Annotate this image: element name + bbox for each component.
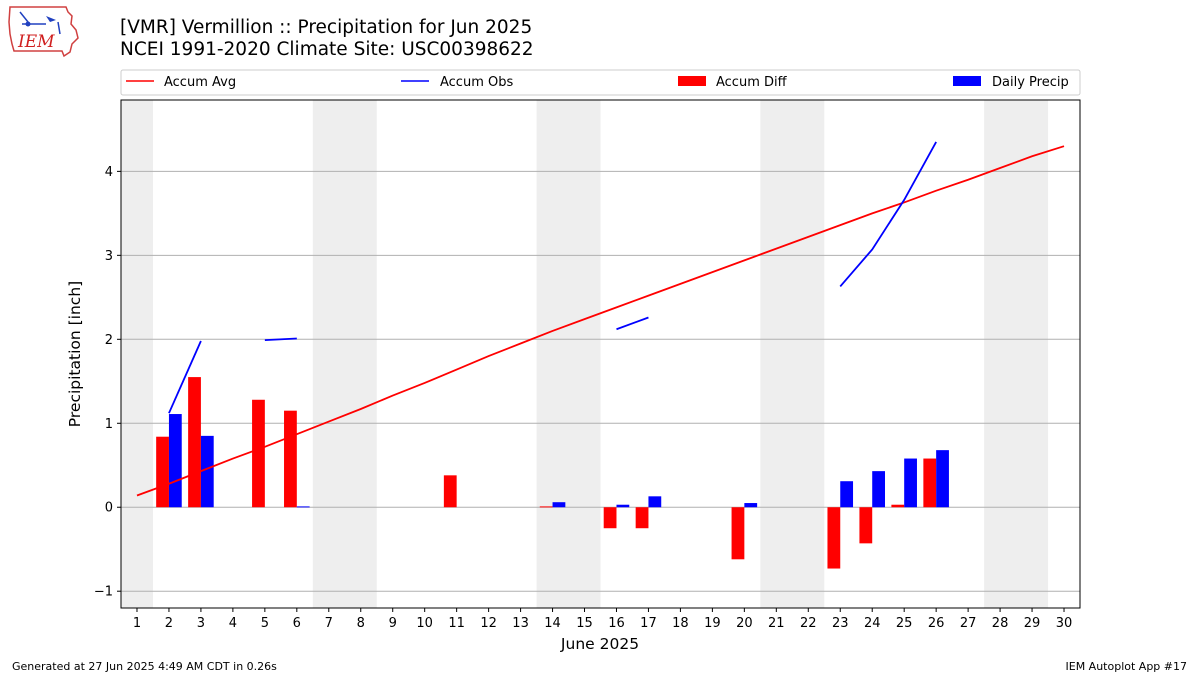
x-tick-label: 16 [608, 616, 625, 631]
x-tick-label: 4 [229, 616, 237, 631]
lines [136, 141, 1065, 497]
app-label: IEM Autoplot App #17 [1065, 660, 1188, 673]
accum-obs-line [168, 340, 202, 414]
x-tick-label: 26 [928, 616, 945, 631]
chart-title-line2: NCEI 1991-2020 Climate Site: USC00398622 [120, 39, 534, 60]
daily-precip-bar [744, 503, 758, 508]
daily-precip-bar [904, 458, 917, 508]
daily-precip-bar [552, 502, 566, 508]
daily-precip-bar [840, 481, 854, 508]
bars [156, 377, 949, 569]
legend-swatch-accum-diff [678, 76, 706, 86]
x-tick-label: 27 [960, 616, 977, 631]
x-tick-label: 12 [480, 616, 497, 631]
y-tick-label: 2 [105, 333, 113, 348]
generated-timestamp: Generated at 27 Jun 2025 4:49 AM CDT in … [12, 660, 277, 673]
weekend-shading [121, 100, 1049, 608]
svg-text:IEM: IEM [17, 32, 55, 52]
x-tick-label: 22 [800, 616, 817, 631]
x-tick-label: 3 [197, 616, 205, 631]
y-axis-label: Precipitation [inch] [66, 281, 84, 427]
legend-label-accum-avg: Accum Avg [164, 75, 236, 90]
y-tick-label: −1 [94, 585, 113, 600]
x-tick-label: 13 [512, 616, 529, 631]
chart-title-line1: [VMR] Vermillion :: Precipitation for Ju… [120, 17, 533, 38]
x-tick-label: 10 [416, 616, 433, 631]
x-tick-label: 23 [832, 616, 849, 631]
x-tick-label: 15 [576, 616, 593, 631]
daily-precip-bar [648, 496, 662, 508]
x-tick-label: 17 [640, 616, 657, 631]
x-tick-label: 19 [704, 616, 721, 631]
accum-diff-bar [156, 436, 169, 508]
accum-diff-bar [284, 410, 297, 508]
accum-diff-bar [443, 475, 457, 508]
accum-diff-bar [252, 399, 265, 508]
x-tick-label: 5 [261, 616, 269, 631]
x-tick-label: 8 [357, 616, 365, 631]
y-tick-label: 1 [105, 417, 113, 432]
x-tick-label: 9 [389, 616, 397, 631]
weekend-band [312, 100, 377, 608]
legend-box [120, 69, 1081, 96]
x-tick-label: 18 [672, 616, 689, 631]
x-tick-label: 30 [1056, 616, 1073, 631]
legend: Accum Avg Accum Obs Accum Diff Daily Pre… [120, 69, 1081, 96]
accum-diff-bar [635, 507, 649, 529]
accum-obs-line [264, 337, 297, 342]
legend-label-accum-obs: Accum Obs [440, 75, 513, 90]
weekend-band [536, 100, 601, 608]
accum-obs-line [616, 316, 649, 331]
accum-diff-bar [923, 458, 937, 508]
x-tick-label: 6 [293, 616, 301, 631]
x-axis-label: June 2025 [560, 635, 639, 653]
x-tick-label: 14 [544, 616, 561, 631]
y-tick-label: 0 [105, 501, 113, 516]
daily-precip-bar [168, 414, 182, 508]
accum-diff-bar [827, 507, 841, 569]
legend-label-daily-precip: Daily Precip [992, 75, 1069, 90]
y-tick-label: 4 [105, 165, 113, 180]
weekend-band [984, 100, 1049, 608]
accum-diff-bar [603, 507, 617, 529]
legend-swatch-daily-precip [953, 76, 981, 86]
accum-avg-line [136, 145, 1065, 497]
chart-title: [VMR] Vermillion :: Precipitation for Ju… [120, 17, 534, 61]
daily-precip-bar [936, 450, 949, 508]
accum-obs-line [839, 141, 937, 287]
x-tick-label: 7 [325, 616, 333, 631]
accum-diff-bar [188, 377, 201, 508]
daily-precip-bar [200, 435, 214, 508]
x-tick-label: 21 [768, 616, 785, 631]
daily-precip-bar [872, 471, 886, 508]
weekend-band [121, 100, 153, 608]
x-tick-label: 1 [133, 616, 141, 631]
x-tick-label: 24 [864, 616, 881, 631]
y-tick-label: 3 [105, 249, 113, 264]
x-tick-label: 20 [736, 616, 753, 631]
iem-logo: IEM [8, 6, 79, 58]
weekend-band [760, 100, 825, 608]
x-tick-label: 2 [165, 616, 173, 631]
legend-label-accum-diff: Accum Diff [716, 75, 788, 90]
accum-diff-bar [891, 504, 905, 508]
x-tick-label: 11 [448, 616, 465, 631]
accum-diff-bar [859, 507, 873, 544]
x-tick-label: 29 [1024, 616, 1041, 631]
accum-diff-bar [731, 507, 745, 560]
plot-frame [120, 99, 1081, 609]
x-tick-label: 25 [896, 616, 913, 631]
accum-diff-bar [539, 506, 553, 508]
daily-precip-bar [296, 506, 310, 508]
x-tick-label: 28 [992, 616, 1009, 631]
daily-precip-bar [616, 504, 630, 508]
